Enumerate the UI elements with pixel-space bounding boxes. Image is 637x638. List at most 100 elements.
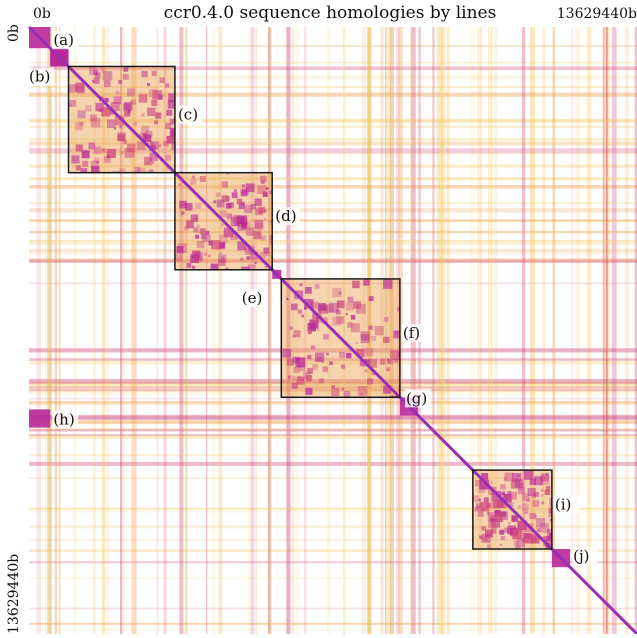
region-label: (i): [555, 496, 572, 514]
homology-cell: [291, 304, 298, 311]
homology-cell: [480, 502, 489, 511]
homology-cell: [178, 183, 181, 186]
homology-cell: [356, 342, 358, 344]
homology-cell: [264, 209, 267, 212]
homology-stripe: [29, 608, 637, 610]
homology-cell: [292, 376, 296, 380]
homology-cell: [504, 528, 509, 533]
homology-cell: [192, 176, 195, 179]
homology-cell: [365, 348, 373, 356]
homology-stripe: [36, 27, 40, 634]
homology-cell: [384, 317, 389, 322]
homology-cell: [237, 199, 243, 205]
homology-cell: [545, 490, 550, 495]
homology-cell: [356, 304, 366, 314]
homology-cell: [192, 266, 195, 269]
homology-cell: [490, 482, 493, 485]
homology-cell: [512, 529, 522, 539]
homology-cell: [165, 83, 169, 87]
homology-stripe: [255, 27, 257, 634]
homology-cell: [195, 203, 201, 209]
homology-cell: [218, 254, 227, 263]
homology-cell: [287, 358, 294, 365]
homology-cell: [500, 484, 506, 490]
homology-cell: [102, 149, 106, 153]
homology-cell: [311, 345, 315, 349]
homology-cell: [195, 217, 198, 220]
homology-cell: [541, 494, 544, 497]
homology-cell: [329, 361, 333, 365]
homology-cell: [181, 211, 185, 215]
homology-cell: [147, 83, 150, 86]
region-label: (c): [178, 106, 198, 124]
homology-cell: [365, 370, 368, 373]
homology-cell: [128, 110, 131, 113]
homology-cell: [286, 298, 288, 300]
homology-cell: [99, 109, 102, 112]
homology-cell: [358, 386, 368, 396]
homology-cell: [518, 487, 525, 494]
homology-cell: [133, 122, 137, 126]
homology-cell: [93, 70, 98, 75]
homology-cell: [149, 89, 157, 97]
homology-cell: [484, 497, 489, 502]
homology-stripe: [212, 27, 215, 634]
homology-cell: [351, 323, 360, 332]
homology-stripe: [29, 249, 637, 253]
top-axis-start-label: 0b: [33, 6, 51, 22]
region-label: (d): [275, 207, 296, 225]
homology-cell: [339, 352, 345, 358]
left-axis-end-label: 13629440b: [6, 554, 22, 634]
homology-cell: [151, 100, 157, 106]
homology-cell: [216, 192, 221, 197]
homology-cell: [322, 366, 328, 372]
homology-cell: [283, 381, 285, 383]
homology-cell: [541, 489, 544, 492]
homology-cell: [524, 509, 529, 514]
homology-cell: [221, 223, 224, 226]
homology-cell: [393, 331, 400, 339]
homology-cell: [78, 110, 86, 118]
homology-cell: [317, 329, 319, 331]
homology-block-h: [29, 409, 50, 427]
homology-cell: [530, 479, 536, 485]
homology-stripe: [59, 27, 61, 634]
homology-cell: [195, 235, 199, 239]
homology-cell: [226, 203, 232, 209]
homology-cell: [79, 122, 83, 126]
homology-cell: [341, 365, 345, 369]
homology-stripe: [606, 27, 608, 634]
homology-stripe: [29, 454, 637, 455]
homology-cell: [517, 474, 520, 477]
homology-stripe: [29, 415, 637, 420]
homology-cell: [306, 375, 312, 381]
homology-stripe: [29, 398, 637, 400]
homology-stripe: [29, 62, 637, 64]
homology-cell: [166, 136, 174, 144]
homology-cell: [475, 506, 480, 511]
homology-cell: [514, 540, 520, 546]
homology-cell: [248, 264, 256, 269]
homology-cell: [247, 256, 251, 260]
homology-cell: [257, 198, 259, 200]
homology-stripe: [29, 254, 637, 255]
homology-cell: [518, 505, 521, 508]
homology-cell: [131, 99, 136, 104]
homology-cell: [176, 246, 183, 253]
homology-cell: [346, 313, 348, 315]
homology-cell: [90, 114, 97, 121]
homology-cell: [257, 232, 260, 235]
homology-cell: [119, 125, 122, 128]
region-label: (g): [406, 389, 427, 407]
homology-cell: [225, 196, 230, 201]
homology-cell: [305, 287, 312, 294]
homology-cell: [154, 120, 158, 124]
homology-cell: [266, 187, 269, 190]
homology-stripe: [441, 27, 446, 634]
homology-cell: [307, 355, 311, 359]
homology-cell: [387, 358, 389, 360]
homology-stripe: [602, 27, 604, 634]
top-axis-end-label: 13629440b: [557, 6, 637, 22]
